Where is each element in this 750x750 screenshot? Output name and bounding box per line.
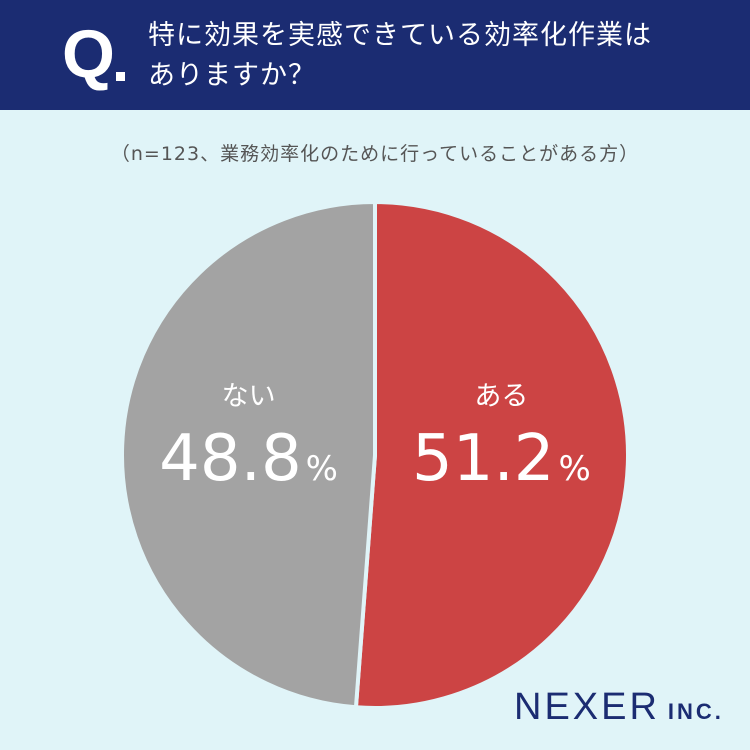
pie-slice-no (120, 200, 377, 710)
slice-category-label: ない (222, 381, 276, 412)
logo-name: NEXER (514, 686, 660, 728)
slice-category-label: ある (474, 381, 528, 412)
question-mark: Q (62, 16, 115, 92)
nexer-logo: NEXER INC. (514, 686, 724, 729)
sample-note: （n=123、業務効率化のために行っていることがある方） (110, 143, 640, 165)
question-line-1: 特に効果を実感できている効率化作業は (148, 20, 652, 51)
logo-suffix: INC. (667, 699, 724, 724)
pie-slice-yes (353, 200, 630, 710)
question-header: Q 特に効果を実感できている効率化作業は ありますか？ (0, 0, 750, 110)
question-line-2: ありますか？ (148, 60, 316, 91)
question-text: 特に効果を実感できている効率化作業は ありますか？ (148, 16, 738, 96)
slice-value-label: 51.2% (412, 422, 591, 496)
question-mark-dot (116, 72, 125, 81)
slice-value-label: 48.8% (159, 422, 338, 496)
